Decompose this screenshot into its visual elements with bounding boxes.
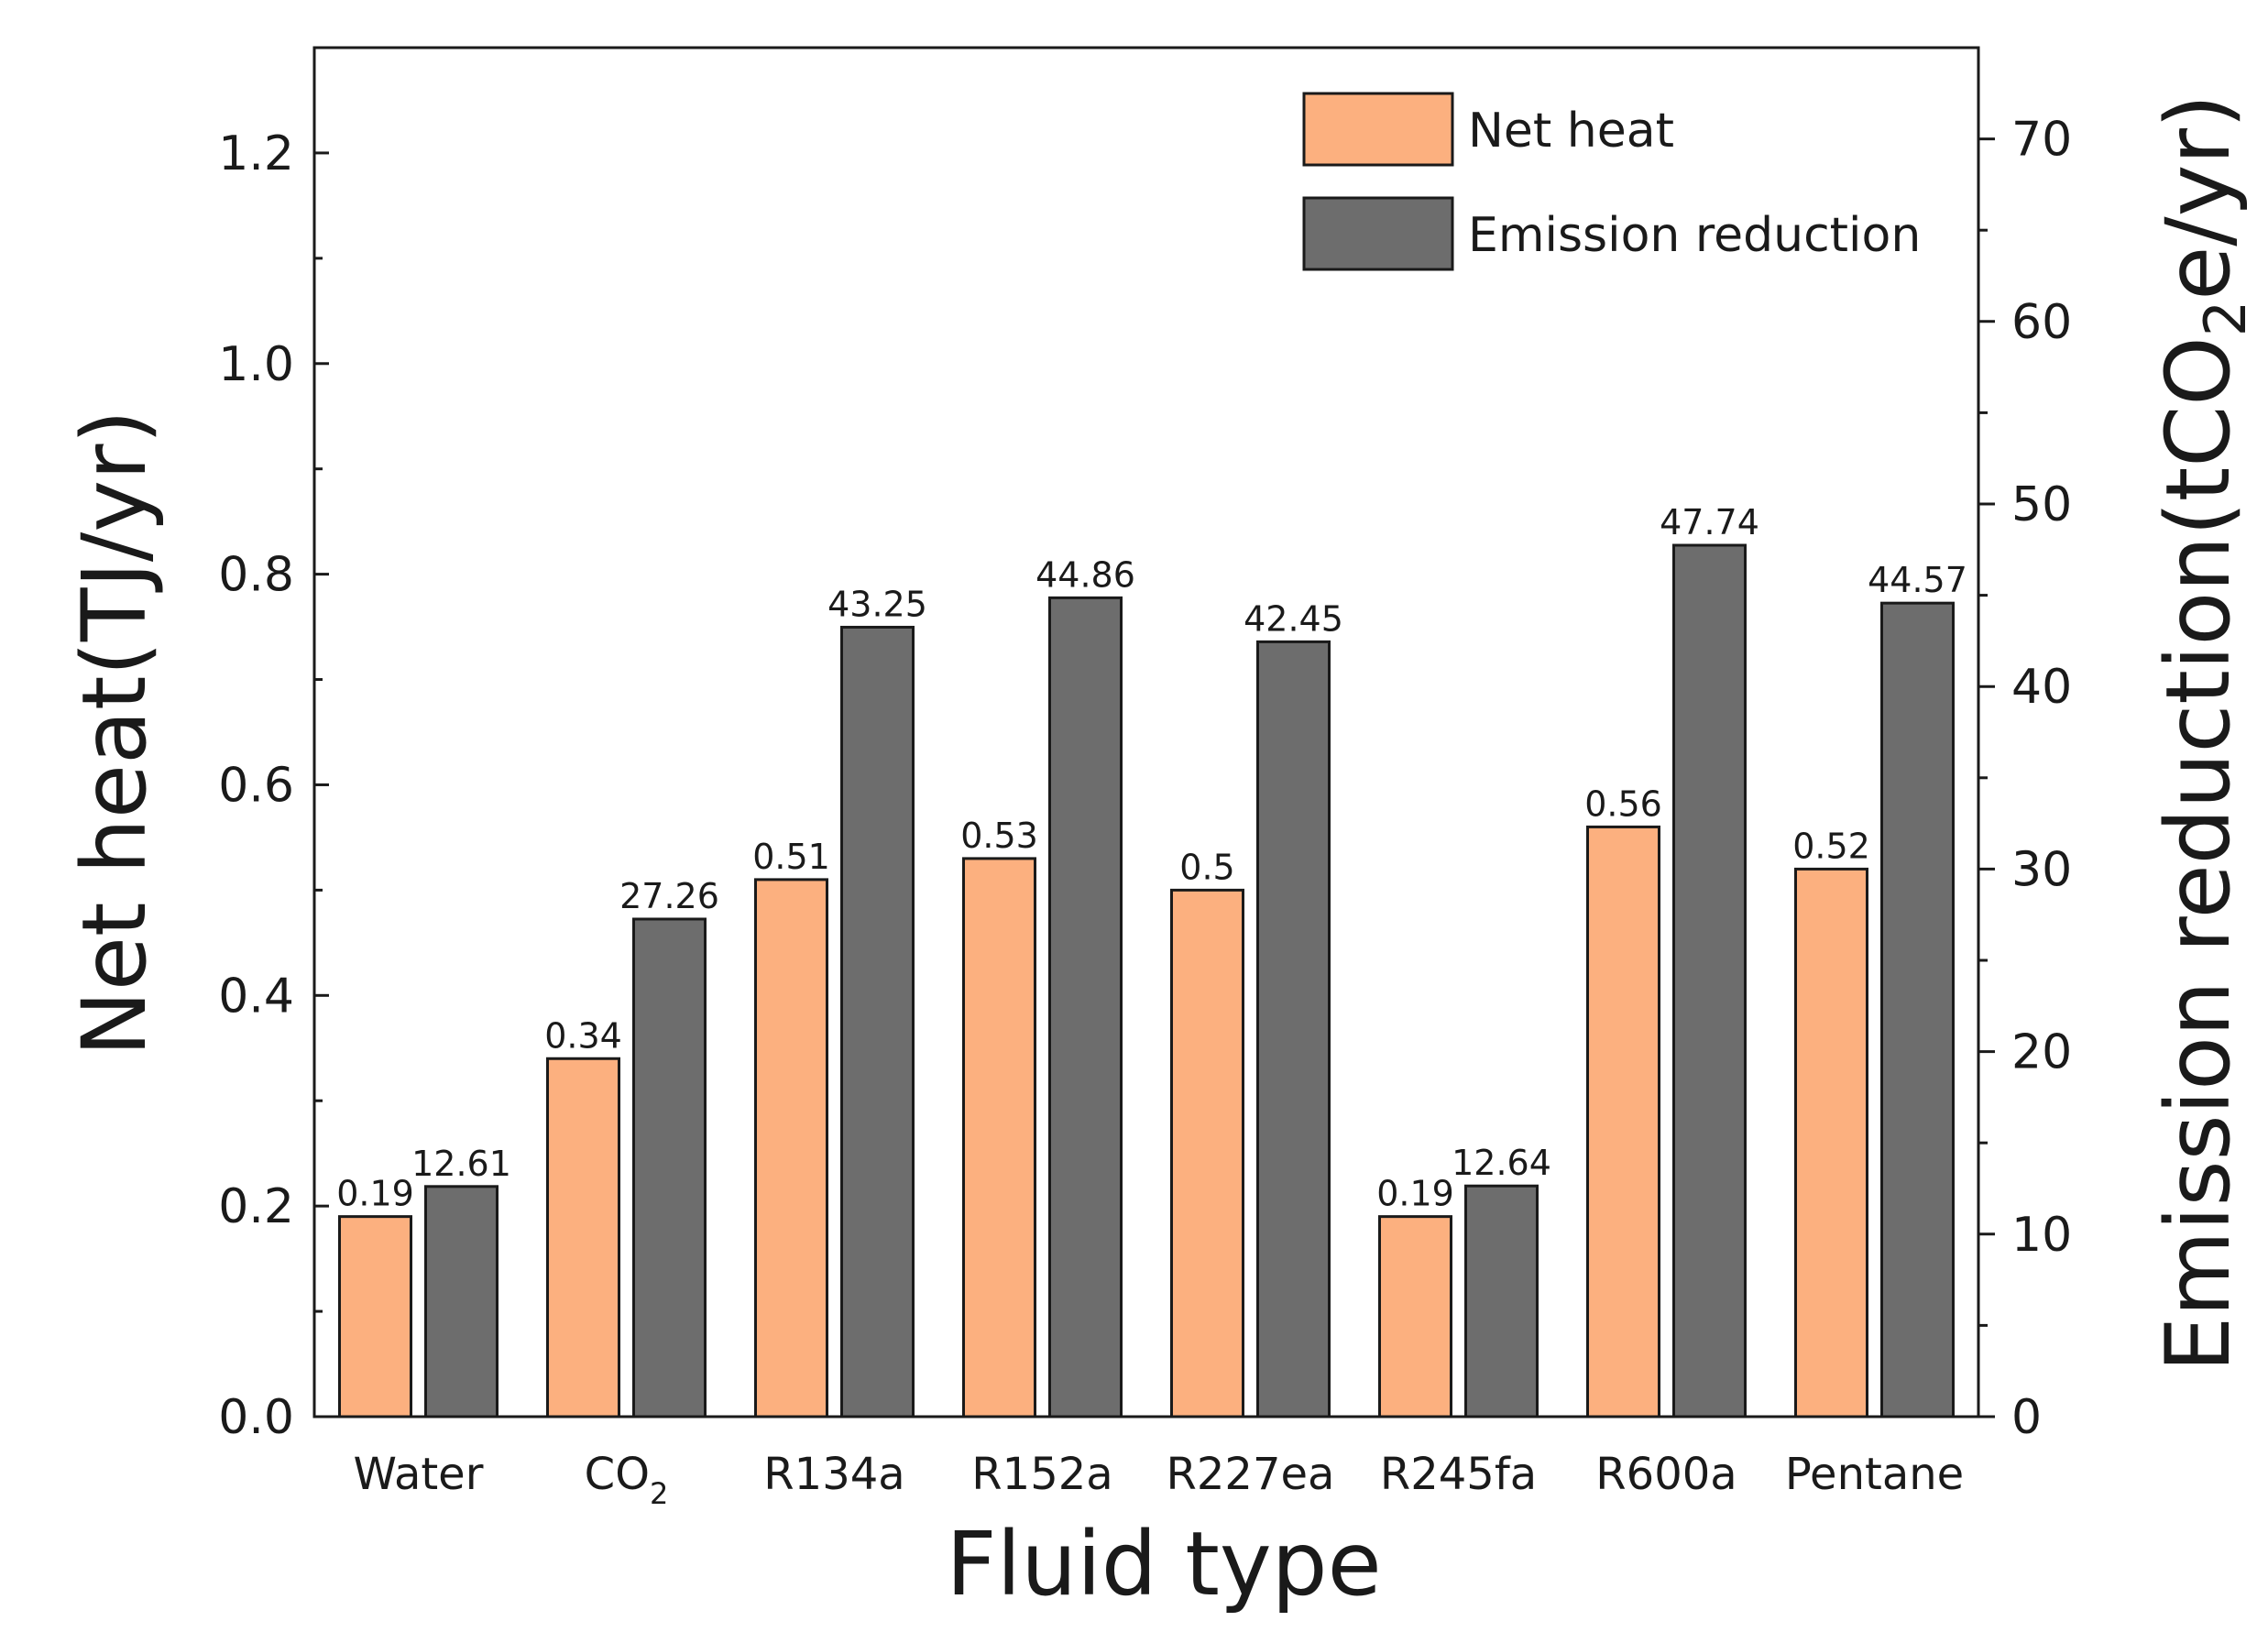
data-label-emission-reduction-pentane: 44.57	[1868, 560, 1967, 600]
bar-emission-reduction-pentane	[1880, 601, 1955, 1418]
data-label-emission-reduction-water: 12.61	[411, 1144, 511, 1184]
legend-label-emission-reduction: Emission reduction	[1468, 208, 1921, 263]
right-y-axis-title-part1: Emission reduction(tCO	[2147, 336, 2250, 1372]
data-label-net-heat-r227ea: 0.5	[1179, 847, 1234, 887]
bar-emission-reduction-r152a	[1048, 596, 1123, 1418]
x-axis-title: Fluid type	[946, 1513, 1381, 1616]
data-label-net-heat-r152a: 0.53	[960, 816, 1038, 856]
right-tick-label-60: 60	[2011, 295, 2072, 350]
bar-emission-reduction-r600a	[1672, 543, 1747, 1418]
data-label-net-heat-r600a: 0.56	[1584, 783, 1662, 824]
data-label-emission-reduction-r152a: 44.86	[1035, 554, 1135, 595]
plot-frame	[312, 46, 1980, 1418]
legend-swatch-emission-reduction	[1302, 196, 1454, 271]
data-labels-group: 0.1912.610.3427.260.5143.250.5344.860.54…	[336, 502, 1967, 1214]
bars-group	[338, 543, 1955, 1418]
left-y-axis: 0.0 0.2 0.4 0.6 0.8 1.0 1.2	[218, 126, 329, 1445]
legend: Net heat Emission reduction	[1302, 92, 1921, 271]
bar-net-heat-r134a	[754, 878, 828, 1418]
bar-net-heat-r600a	[1586, 825, 1660, 1418]
left-tick-label-0-0: 0.0	[218, 1390, 294, 1445]
right-y-axis-title: Emission reduction(tCO2e/yr)	[2147, 94, 2259, 1373]
right-tick-label-50: 50	[2011, 477, 2072, 532]
data-label-net-heat-co2: 0.34	[544, 1015, 622, 1056]
data-label-emission-reduction-r600a: 47.74	[1660, 502, 1759, 542]
bar-net-heat-r227ea	[1170, 888, 1244, 1418]
right-tick-label-10: 10	[2011, 1208, 2072, 1263]
legend-swatch-net-heat	[1302, 92, 1454, 167]
left-tick-label-0-8: 0.8	[218, 548, 294, 603]
left-tick-label-0-2: 0.2	[218, 1179, 294, 1234]
right-tick-label-20: 20	[2011, 1025, 2072, 1080]
x-axis: Water CO2 R134a R152a R227ea R245fa R600a Penta…	[354, 1449, 1965, 1511]
bar-emission-reduction-co2	[632, 917, 707, 1418]
bar-emission-reduction-water	[424, 1185, 499, 1418]
left-tick-label-1-2: 1.2	[218, 126, 294, 181]
data-label-net-heat-pentane: 0.52	[1792, 826, 1870, 866]
x-tick-label-pentane: Pentane	[1785, 1449, 1964, 1500]
right-tick-label-0: 0	[2011, 1390, 2042, 1445]
bar-net-heat-co2	[546, 1057, 620, 1418]
right-y-axis: 0 10 20 30 40 50 60 70	[1978, 113, 2072, 1445]
left-tick-label-0-6: 0.6	[218, 758, 294, 813]
bar-net-heat-r152a	[962, 857, 1036, 1418]
bar-net-heat-r245fa	[1378, 1215, 1452, 1418]
data-label-net-heat-r245fa: 0.19	[1376, 1174, 1454, 1214]
right-y-axis-title-sub: 2	[2192, 301, 2259, 336]
right-y-axis-title-part2: e/yr)	[2147, 94, 2250, 301]
bar-emission-reduction-r245fa	[1464, 1184, 1539, 1418]
x-tick-label-water: Water	[354, 1449, 484, 1500]
bar-net-heat-pentane	[1794, 867, 1868, 1418]
right-tick-label-30: 30	[2011, 842, 2072, 897]
data-label-emission-reduction-r134a: 43.25	[827, 584, 927, 624]
left-tick-label-0-4: 0.4	[218, 969, 294, 1024]
data-label-emission-reduction-r227ea: 42.45	[1244, 598, 1343, 639]
legend-label-net-heat: Net heat	[1468, 104, 1674, 159]
data-label-net-heat-water: 0.19	[336, 1174, 414, 1214]
bar-net-heat-water	[338, 1215, 412, 1418]
right-tick-label-40: 40	[2011, 660, 2072, 715]
x-tick-label-co2: CO2	[585, 1449, 669, 1511]
x-tick-label-r245fa: R245fa	[1380, 1449, 1537, 1500]
x-tick-label-r152a: R152a	[971, 1449, 1112, 1500]
data-label-emission-reduction-r245fa: 12.64	[1452, 1143, 1551, 1183]
data-label-net-heat-r134a: 0.51	[752, 837, 830, 877]
x-tick-label-r600a: R600a	[1595, 1449, 1737, 1500]
bar-emission-reduction-r134a	[840, 625, 915, 1418]
right-tick-label-70: 70	[2011, 113, 2072, 168]
left-y-axis-title: Net heat(TJ/yr)	[63, 410, 166, 1057]
x-tick-label-r134a: R134a	[763, 1449, 904, 1500]
bar-emission-reduction-r227ea	[1256, 640, 1331, 1418]
data-label-emission-reduction-co2: 27.26	[619, 876, 719, 916]
x-tick-label-r227ea: R227ea	[1167, 1449, 1335, 1500]
left-tick-label-1-0: 1.0	[218, 337, 294, 392]
